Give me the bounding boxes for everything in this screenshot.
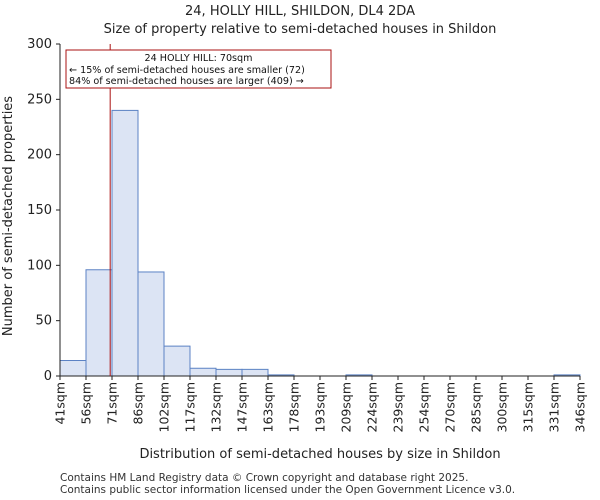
chart-title: 24, HOLLY HILL, SHILDON, DL4 2DA	[185, 4, 415, 19]
footer-line-1: Contains HM Land Registry data © Crown c…	[60, 472, 469, 484]
x-tick-label-209sqm: 209sqm	[339, 382, 354, 432]
x-tick-label-331sqm: 331sqm	[547, 382, 562, 432]
x-tick-label-102sqm: 102sqm	[157, 382, 172, 432]
annotation-line-3: 84% of semi-detached houses are larger (…	[69, 76, 304, 87]
x-tick-label-254sqm: 254sqm	[417, 382, 432, 432]
annotation-box: 24 HOLLY HILL: 70sqm ← 15% of semi-detac…	[65, 49, 332, 89]
x-tick-label-315sqm: 315sqm	[521, 382, 536, 432]
bar-71sqm	[111, 109, 139, 377]
y-axis-label: Number of semi-detached properties	[1, 96, 16, 336]
x-axis-label: Distribution of semi-detached houses by …	[139, 447, 500, 462]
y-tick-label-300: 300	[27, 37, 52, 52]
bars-group	[59, 109, 581, 377]
x-tick-label-71sqm: 71sqm	[105, 382, 120, 425]
y-tick-label-200: 200	[27, 148, 52, 163]
bar-41sqm	[59, 360, 87, 377]
x-tick-label-300sqm: 300sqm	[495, 382, 510, 432]
bar-102sqm	[163, 345, 191, 377]
bar-86sqm	[137, 271, 165, 377]
x-tick-label-163sqm: 163sqm	[261, 382, 276, 432]
x-tick-label-178sqm: 178sqm	[287, 382, 302, 432]
x-axis: 41sqm 56sqm 71sqm 86sqm 102sqm 117sqm 132sqm 14…	[53, 375, 588, 432]
x-tick-label-346sqm: 346sqm	[573, 382, 588, 432]
bar-132sqm	[215, 368, 243, 377]
x-tick-label-132sqm: 132sqm	[209, 382, 224, 432]
x-tick-label-270sqm: 270sqm	[443, 382, 458, 432]
x-tick-label-86sqm: 86sqm	[131, 382, 146, 425]
footer-line-2: Contains public sector information licen…	[60, 484, 516, 496]
bar-147sqm	[241, 368, 269, 377]
x-tick-label-224sqm: 224sqm	[365, 382, 380, 432]
x-tick-label-193sqm: 193sqm	[313, 382, 328, 432]
annotation-line-1: 24 HOLLY HILL: 70sqm	[144, 53, 252, 64]
annotation-line-2: ← 15% of semi-detached houses are smalle…	[69, 65, 305, 76]
x-tick-label-285sqm: 285sqm	[469, 382, 484, 432]
annotation-frame	[65, 49, 332, 89]
x-tick-label-41sqm: 41sqm	[53, 382, 68, 425]
y-tick-label-250: 250	[27, 92, 52, 107]
y-axis: 0 50 100 150 200 250 300	[27, 37, 61, 384]
chart-subtitle: Size of property relative to semi-detach…	[103, 22, 497, 37]
y-tick-label-0: 0	[44, 369, 52, 384]
x-tick-label-117sqm: 117sqm	[183, 382, 198, 432]
x-tick-label-239sqm: 239sqm	[391, 382, 406, 432]
y-tick-label-150: 150	[27, 203, 52, 218]
bar-56sqm	[85, 269, 113, 377]
bar-117sqm	[189, 367, 217, 377]
x-tick-label-147sqm: 147sqm	[235, 382, 250, 432]
x-tick-label-56sqm: 56sqm	[79, 382, 94, 425]
y-tick-label-50: 50	[35, 314, 52, 329]
y-tick-label-100: 100	[27, 258, 52, 273]
